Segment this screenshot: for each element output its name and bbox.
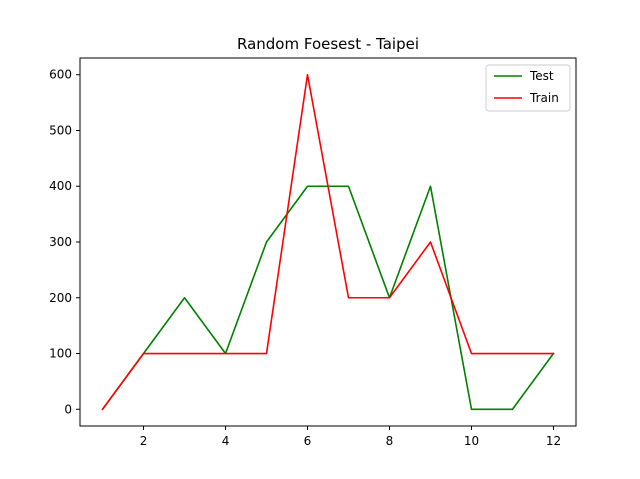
x-tick-label: 10 <box>464 434 479 448</box>
plot-lines <box>101 73 555 411</box>
legend-label: Train <box>529 91 559 105</box>
x-tick-label: 2 <box>140 434 148 448</box>
chart-title: Random Foesest - Taipei <box>237 35 419 53</box>
y-tick-label: 400 <box>49 179 72 193</box>
x-tick-label: 6 <box>304 434 312 448</box>
x-tick-label: 4 <box>222 434 230 448</box>
x-tick-label: 8 <box>386 434 394 448</box>
plot-frame <box>79 57 577 427</box>
series-line-test <box>101 185 555 411</box>
y-tick-label: 500 <box>49 123 72 137</box>
axes: 2 4 6 8 10 12 0 100 200 300 400 500 600 <box>49 68 561 448</box>
y-tick-label: 200 <box>49 291 72 305</box>
legend-label: Test <box>529 69 554 83</box>
y-tick-label: 100 <box>49 347 72 361</box>
legend: Test Train <box>485 64 571 112</box>
y-tick-label: 0 <box>64 402 72 416</box>
x-tick-label: 12 <box>546 434 561 448</box>
y-tick-label: 600 <box>49 68 72 82</box>
y-tick-label: 300 <box>49 235 72 249</box>
series-line-train <box>101 73 555 411</box>
